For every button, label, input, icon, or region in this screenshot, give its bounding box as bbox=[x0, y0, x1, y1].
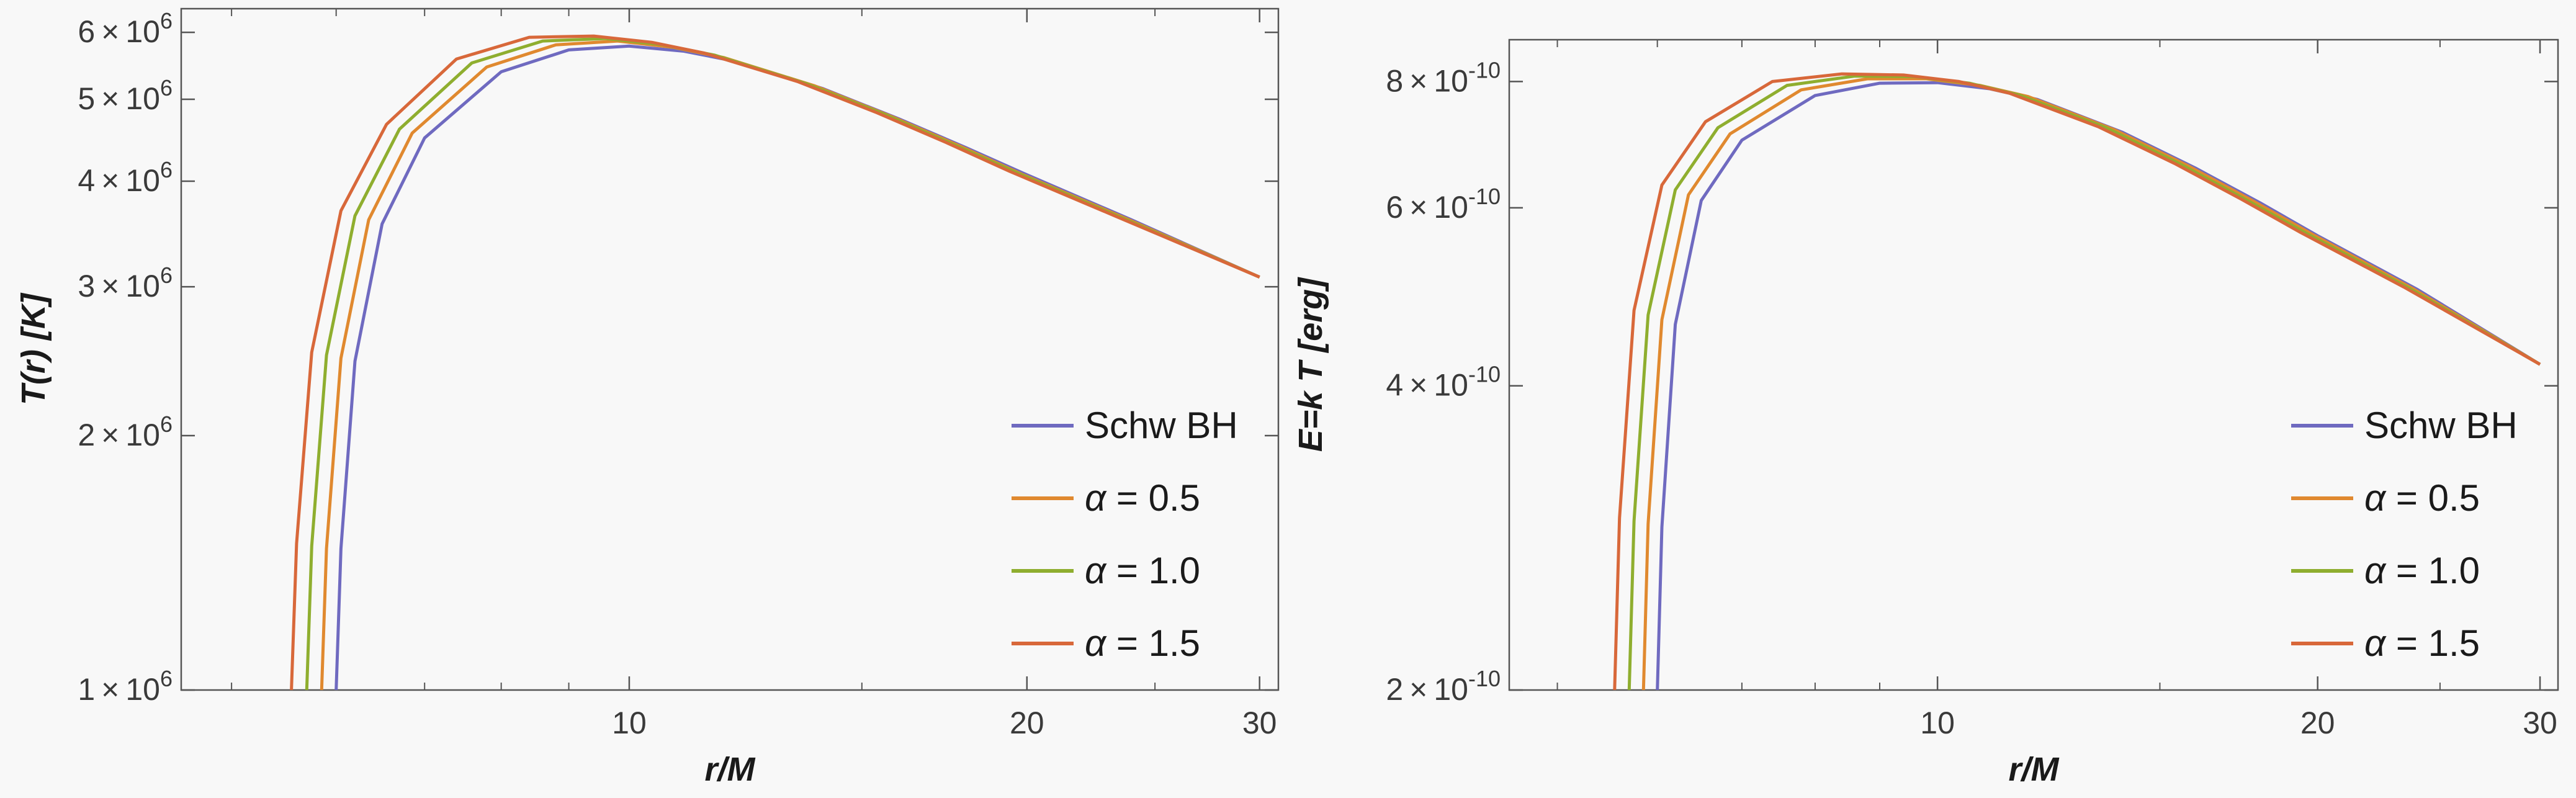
plot-frame bbox=[1508, 38, 2559, 691]
y-tick-label: 2 × 106 bbox=[78, 411, 173, 452]
x-tick-label: 10 bbox=[612, 706, 647, 740]
y-tick-label: 1 × 106 bbox=[78, 666, 173, 707]
y-tick-label: 2 × 10-10 bbox=[1386, 666, 1501, 707]
series-group bbox=[290, 34, 1260, 690]
series-line-3 bbox=[305, 37, 1260, 690]
y-tick-label: 5 × 106 bbox=[78, 75, 173, 116]
legend: Schw BH α = 0.5 α = 1.0 α = 1.5 bbox=[1012, 405, 1238, 664]
x-tick-label: 10 bbox=[1920, 706, 1955, 740]
legend-label-4: α = 1.5 bbox=[2364, 622, 2480, 664]
y-tick-label: 6 × 10-10 bbox=[1386, 184, 1501, 225]
y-axis-title: T(r) [K] bbox=[15, 292, 52, 405]
legend-label-4: α = 1.5 bbox=[1085, 622, 1200, 664]
chart-panel-1: 10 20 30 1 × 106 2 × 106 3 × 106 4 × 106 5 × 10… bbox=[15, 7, 1280, 788]
y-axis-title: E=k T [erg] bbox=[1292, 277, 1329, 452]
y-tick-label: 8 × 10-10 bbox=[1386, 57, 1501, 98]
legend-label-3: α = 1.0 bbox=[1085, 550, 1200, 591]
x-axis-title: r/M bbox=[705, 751, 756, 788]
x-tick-label: 30 bbox=[2523, 706, 2557, 740]
series-line-1 bbox=[1656, 81, 2541, 690]
series-group bbox=[1613, 72, 2541, 690]
series-line-3 bbox=[1627, 74, 2541, 690]
series-line-4 bbox=[1613, 72, 2541, 690]
y-tick-label: 3 × 106 bbox=[78, 262, 173, 303]
legend-label-1: Schw BH bbox=[2364, 405, 2518, 446]
series-line-1 bbox=[334, 44, 1260, 690]
series-line-4 bbox=[290, 34, 1260, 690]
series-line-2 bbox=[320, 39, 1260, 690]
y-tick-label: 4 × 106 bbox=[78, 157, 173, 198]
legend-label-1: Schw BH bbox=[1085, 405, 1238, 446]
y-tick-label: 6 × 106 bbox=[78, 8, 173, 49]
y-tick-label: 4 × 10-10 bbox=[1386, 362, 1501, 403]
x-tick-label: 20 bbox=[2300, 706, 2335, 740]
plot-frame bbox=[180, 7, 1280, 691]
chart-panel-2: 10 20 30 2 × 10-10 4 × 10-10 6 × 10-10 8 × 10-… bbox=[1292, 38, 2559, 788]
series-line-2 bbox=[1641, 77, 2541, 690]
legend-label-3: α = 1.0 bbox=[2364, 550, 2480, 591]
x-axis-title: r/M bbox=[2009, 751, 2060, 788]
legend: Schw BH α = 0.5 α = 1.0 α = 1.5 bbox=[2291, 405, 2518, 664]
x-tick-label: 20 bbox=[1010, 706, 1044, 740]
x-tick-label: 30 bbox=[1242, 706, 1277, 740]
legend-label-2: α = 0.5 bbox=[1085, 477, 1200, 519]
legend-label-2: α = 0.5 bbox=[2364, 477, 2480, 519]
